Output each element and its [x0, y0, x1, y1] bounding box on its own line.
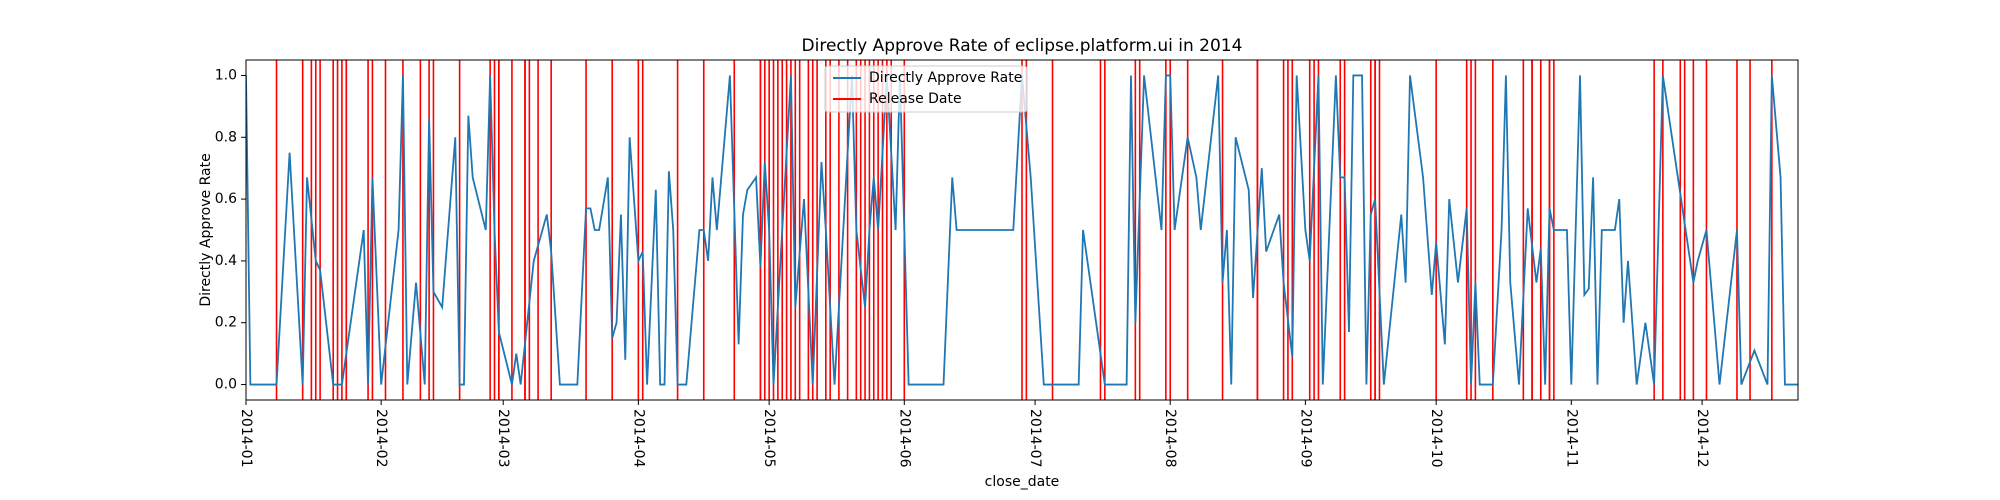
x-tick-label: 2014-03: [495, 409, 511, 468]
x-tick-label: 2014-05: [761, 409, 777, 468]
y-tick-label: 1.0: [215, 67, 237, 83]
y-tick-label: 0.8: [215, 129, 237, 145]
x-tick-label: 2014-08: [1162, 409, 1178, 468]
data-line: [246, 74, 1798, 386]
x-tick-label: 2014-11: [1563, 409, 1579, 468]
x-tick-label: 2014-09: [1297, 409, 1313, 468]
y-tick-label: 0.2: [215, 315, 237, 331]
x-tick-label: 2014-01: [238, 409, 254, 468]
chart-title: Directly Approve Rate of eclipse.platfor…: [802, 36, 1243, 56]
legend-label: Directly Approve Rate: [869, 70, 1022, 86]
x-tick-label: 2014-02: [373, 409, 389, 468]
y-axis-label: Directly Approve Rate: [198, 153, 214, 306]
legend-label: Release Date: [869, 91, 962, 107]
legend-box: [824, 65, 1028, 113]
x-tick-label: 2014-04: [630, 409, 646, 468]
y-tick-label: 0.4: [215, 253, 237, 269]
x-axis-label: close_date: [985, 474, 1060, 490]
x-tick-label: 2014-07: [1027, 409, 1043, 468]
x-tick-label: 2014-12: [1694, 409, 1710, 468]
x-tick-label: 2014-10: [1428, 409, 1444, 468]
plot-frame: [245, 59, 1799, 401]
plot-area: [246, 60, 1798, 400]
y-tick-label: 0.0: [215, 377, 237, 393]
x-tick-label: 2014-06: [896, 409, 912, 468]
y-tick-label: 0.6: [215, 191, 237, 207]
